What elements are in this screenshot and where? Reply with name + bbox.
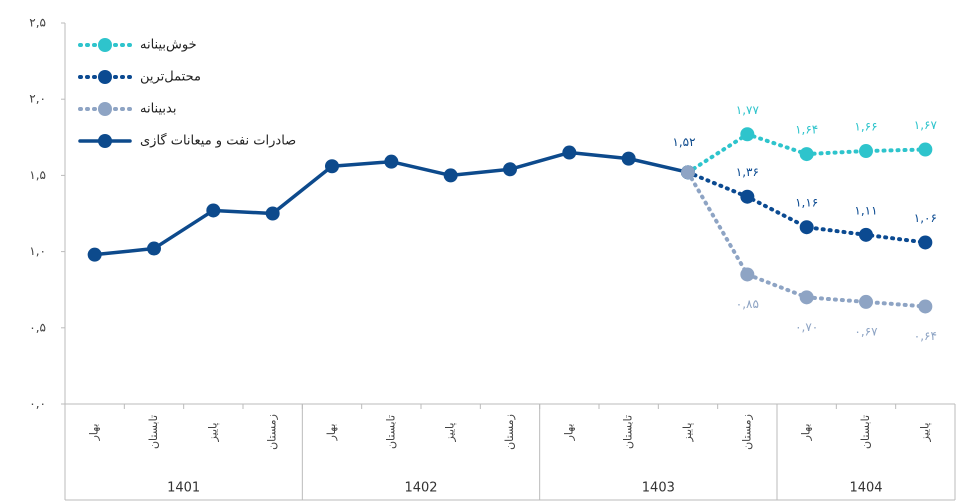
series-point — [740, 189, 755, 204]
x-tick-label: پاییز — [918, 423, 931, 443]
x-tick-label: پاییز — [444, 423, 457, 443]
x-tick-label: زمستان — [740, 414, 753, 450]
legend-marker — [98, 102, 112, 116]
legend-marker — [98, 70, 112, 84]
value-label: ۱,۰۶ — [914, 211, 937, 225]
series-point — [918, 235, 933, 250]
value-label: ۱,۱۶ — [795, 196, 818, 210]
y-tick-label: ۲,۰ — [29, 92, 46, 106]
series-point — [265, 206, 280, 221]
y-tick-label: ۰,۰ — [29, 397, 46, 411]
group-label: 1401 — [167, 481, 200, 496]
legend-marker — [98, 38, 112, 52]
series-point — [799, 147, 814, 162]
series-point — [621, 151, 636, 166]
series-point — [443, 168, 458, 183]
group-label: 1404 — [849, 481, 882, 496]
series-point — [384, 154, 399, 169]
series-point — [859, 227, 873, 242]
series-point — [799, 290, 814, 305]
legend-label: خوش‌بینانه — [140, 38, 197, 53]
series-point — [206, 203, 221, 218]
value-label: ۱,۷۷ — [736, 103, 760, 117]
value-label: ۱,۶۶ — [854, 120, 877, 134]
group-label: 1403 — [642, 481, 675, 496]
series-point — [859, 294, 873, 309]
series-point — [503, 162, 517, 177]
x-tick-label: بهار — [325, 424, 338, 442]
legend-label: محتمل‌ترین — [140, 70, 201, 85]
series-point — [740, 267, 755, 282]
legend-label: صادرات نفت و میعانات گازی — [140, 133, 296, 149]
y-tick-label: ۱,۰ — [29, 244, 46, 258]
value-label: ۰,۶۷ — [854, 324, 878, 338]
x-tick-label: زمستان — [503, 414, 516, 450]
series-point — [562, 145, 577, 160]
series-point — [325, 159, 339, 174]
value-label: ۱,۶۴ — [795, 123, 818, 137]
y-tick-label: ۱,۵ — [29, 168, 46, 182]
series-point — [918, 142, 933, 157]
value-label: ۰,۶۴ — [914, 329, 937, 343]
value-label: ۱,۳۶ — [736, 165, 759, 179]
series-point — [740, 127, 755, 142]
series-point — [918, 299, 933, 314]
value-label: ۰,۷۰ — [795, 320, 818, 334]
series-line — [686, 170, 928, 309]
x-tick-label: بهار — [800, 424, 813, 442]
x-tick-label: بهار — [88, 424, 101, 442]
x-tick-label: تابستان — [859, 415, 872, 449]
value-label: ۱,۱۱ — [854, 203, 877, 217]
x-tick-label: بهار — [562, 424, 575, 442]
x-tick-label: پاییز — [206, 423, 219, 443]
x-tick-label: تابستان — [147, 415, 160, 449]
legend-label: بدبینانه — [140, 102, 176, 117]
x-tick-label: پاییز — [681, 423, 694, 443]
value-label: ۰,۸۵ — [736, 297, 759, 311]
x-tick-label: تابستان — [384, 415, 397, 449]
x-tick-label: تابستان — [622, 415, 635, 449]
value-label: ۱,۵۲ — [672, 135, 695, 149]
series-point — [147, 241, 161, 256]
series-point — [799, 220, 814, 235]
x-tick-label: زمستان — [266, 414, 279, 450]
legend-marker — [98, 134, 112, 148]
value-label: ۱,۶۷ — [914, 118, 938, 132]
group-label: 1402 — [404, 481, 437, 496]
series-point — [87, 247, 102, 262]
series-point — [859, 144, 873, 159]
y-tick-label: ۲,۵ — [29, 16, 46, 30]
series-line — [686, 170, 928, 245]
y-tick-label: ۰,۵ — [29, 320, 46, 334]
series-point — [681, 165, 695, 180]
